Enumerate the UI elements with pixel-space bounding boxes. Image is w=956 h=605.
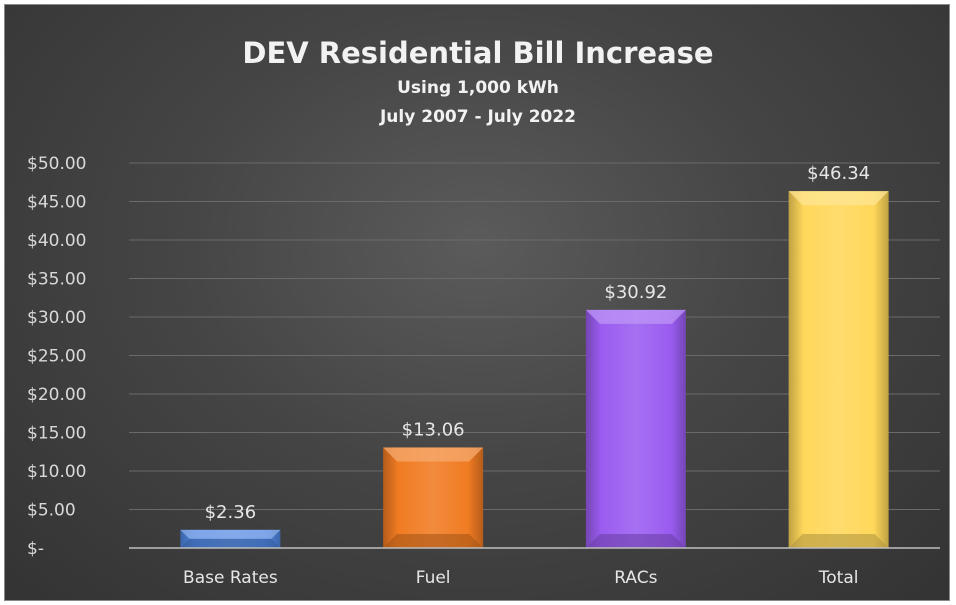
category-label: Total	[818, 568, 859, 588]
bar-bevel-top	[180, 529, 281, 539]
category-label: Base Rates	[183, 568, 278, 588]
y-tick-label: $25.00	[27, 347, 86, 367]
category-label: Fuel	[416, 568, 451, 588]
bar-bevel-bottom	[383, 534, 484, 548]
chart-title: DEV Residential Bill Increase	[242, 36, 713, 70]
bar-total	[788, 191, 889, 548]
y-tick-label: $15.00	[27, 424, 86, 444]
data-label: $30.92	[604, 282, 667, 303]
bar-bevel-bottom	[180, 538, 281, 548]
y-tick-label: $35.00	[27, 270, 86, 290]
gridlines	[129, 162, 940, 510]
bar-bevel-bottom	[788, 534, 889, 548]
y-tick-label: $20.00	[27, 385, 86, 405]
chart-subtitle-line-1: Using 1,000 kWh	[397, 78, 559, 98]
y-tick-label: $5.00	[27, 501, 76, 521]
bar-racs	[585, 309, 686, 548]
data-label: $13.06	[402, 419, 465, 440]
y-tick-label: $50.00	[27, 154, 86, 174]
bar-chart: DEV Residential Bill Increase Using 1,00…	[27, 36, 940, 588]
data-label: $46.34	[807, 163, 870, 184]
y-tick-label: $30.00	[27, 308, 86, 328]
bar-bevel-top	[788, 191, 889, 206]
x-axis-categories: Base Rates Fuel RACs Total	[183, 568, 858, 588]
y-axis-ticks: $- $5.00 $10.00 $15.00 $20.00 $25.00 $30.00 $35…	[27, 154, 86, 559]
chart-subtitle-line-2: July 2007 - July 2022	[379, 107, 576, 127]
bars	[180, 191, 889, 548]
data-label: $2.36	[205, 502, 257, 523]
chart-area: DEV Residential Bill Increase Using 1,00…	[4, 4, 950, 601]
bar-fuel	[383, 447, 484, 548]
bar-bevel-top	[383, 447, 484, 462]
category-label: RACs	[614, 568, 657, 588]
y-tick-label: $10.00	[27, 462, 86, 482]
bar-bevel-bottom	[585, 534, 686, 548]
y-tick-label: $-	[27, 539, 44, 559]
y-tick-label: $40.00	[27, 231, 86, 251]
data-labels: $2.36 $13.06 $30.92 $46.34	[205, 163, 871, 523]
bar-bevel-top	[585, 309, 686, 324]
y-tick-label: $45.00	[27, 193, 86, 213]
